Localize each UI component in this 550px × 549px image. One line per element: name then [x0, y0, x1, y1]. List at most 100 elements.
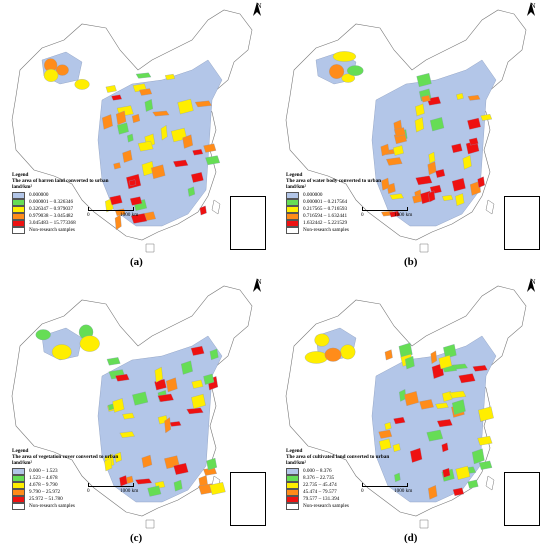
south-china-sea-inset [504, 472, 540, 526]
legend-title: The area of barren land converted to urb… [12, 178, 109, 191]
legend-row: 79.577 – 131.394 [286, 495, 394, 503]
island-outline [211, 199, 221, 215]
region-patch [119, 431, 135, 438]
region-patch [478, 460, 493, 470]
region-patch [389, 193, 404, 200]
region-patch [381, 177, 390, 191]
legend-heading: Legend [12, 448, 29, 454]
legend-row: 9.790 – 25.972 [12, 488, 120, 496]
region-patch [117, 122, 129, 135]
region-fill [371, 59, 497, 227]
map-panel-d: N Legend The area of cultivated land con… [276, 276, 548, 548]
china-map [11, 9, 253, 253]
map-panel-a: N Legend The area of barren land convert… [2, 0, 274, 272]
region-patch [443, 344, 457, 359]
region-patch [404, 356, 415, 370]
region-patch [173, 159, 189, 168]
legend-row: 0.000 – 8.376 [286, 467, 394, 475]
legend-swatch [12, 488, 25, 496]
region-patch [119, 475, 128, 487]
region-patch [35, 329, 51, 341]
region-patch [190, 345, 205, 356]
legend-row: 0.000001 – 0.326346 [12, 198, 120, 206]
region-patch [180, 360, 193, 375]
legend-title: The area of vegetation cover converted t… [12, 454, 119, 467]
region-patch [436, 419, 453, 428]
region-patch [346, 65, 364, 76]
region-patch [157, 393, 174, 403]
map-panel-b: N Legend The area of water body converte… [276, 0, 548, 272]
region-patch [102, 114, 113, 130]
legend-swatch [12, 226, 25, 234]
region-patch [428, 190, 436, 203]
region-patch [209, 482, 226, 495]
region-patch [451, 143, 463, 154]
region-patch [467, 95, 481, 101]
region-patch [173, 479, 183, 492]
legend-swatch [286, 474, 299, 482]
region-patch [378, 438, 392, 451]
legend-row: 4.678 – 9.790 [12, 481, 120, 489]
region-patch [141, 454, 153, 468]
north-arrow-icon: N [252, 2, 266, 16]
china-map [11, 285, 253, 529]
region-patch [122, 412, 135, 420]
region-patch [452, 487, 465, 496]
scale-bar [362, 207, 408, 211]
region-patch [135, 72, 152, 79]
region-patch [458, 373, 476, 384]
region-patch [415, 103, 425, 117]
scale-bar [88, 207, 134, 211]
region-patch [194, 100, 212, 108]
legend-swatch [12, 502, 25, 510]
region-patch [438, 355, 453, 370]
legend-row: 0.000 – 1.523 [12, 467, 120, 475]
region-patch [132, 391, 149, 406]
china-map [285, 285, 527, 529]
region-patch [187, 186, 196, 197]
region-patch [152, 110, 170, 117]
region-patch [428, 151, 436, 164]
legend-row: 0.326347 – 0.979037 [12, 205, 120, 213]
legend-swatch [286, 488, 299, 496]
region-patch [421, 95, 431, 103]
region-patch [135, 478, 153, 485]
region-patch [113, 162, 121, 170]
region-patch [384, 349, 393, 361]
scale-zero: 0 [361, 488, 364, 494]
legend-heading: Legend [286, 172, 303, 178]
legend-swatch [12, 495, 25, 503]
region-patch [203, 143, 217, 153]
panel-caption: (b) [404, 256, 418, 268]
island-outline [145, 243, 155, 253]
scale-bar [88, 483, 134, 487]
region-patch [340, 344, 356, 360]
map-panel-c: N Legend The area of vegetation cover co… [2, 276, 274, 548]
legend: Legend The area of vegetation cover conv… [12, 448, 120, 510]
region-patch [426, 429, 444, 442]
region-patch [389, 210, 401, 218]
region-patch [415, 175, 433, 186]
region-patch [164, 73, 176, 81]
legend-title: The area of water body converted to urba… [286, 178, 382, 191]
region-patch [314, 333, 330, 347]
scale-bar [362, 483, 408, 487]
legend-swatch [12, 191, 25, 199]
scale-zero: 0 [87, 212, 90, 218]
legend-heading: Legend [12, 172, 29, 178]
legend-row: 0.000000 [286, 191, 394, 199]
region-patch [441, 194, 454, 202]
region-patch [206, 457, 218, 471]
scale-label: 1000 km [394, 488, 413, 494]
region-patch [122, 149, 133, 163]
island-outline [419, 519, 429, 529]
legend-row: 25.972 – 51.780 [12, 495, 120, 503]
region-patch [173, 462, 189, 475]
legend-swatch [12, 474, 25, 482]
legend-swatch [12, 205, 25, 213]
region-patch [442, 467, 451, 478]
region-patch [451, 177, 466, 192]
region-patch [115, 373, 130, 382]
region-patch [455, 193, 465, 207]
region-patch [169, 421, 182, 427]
